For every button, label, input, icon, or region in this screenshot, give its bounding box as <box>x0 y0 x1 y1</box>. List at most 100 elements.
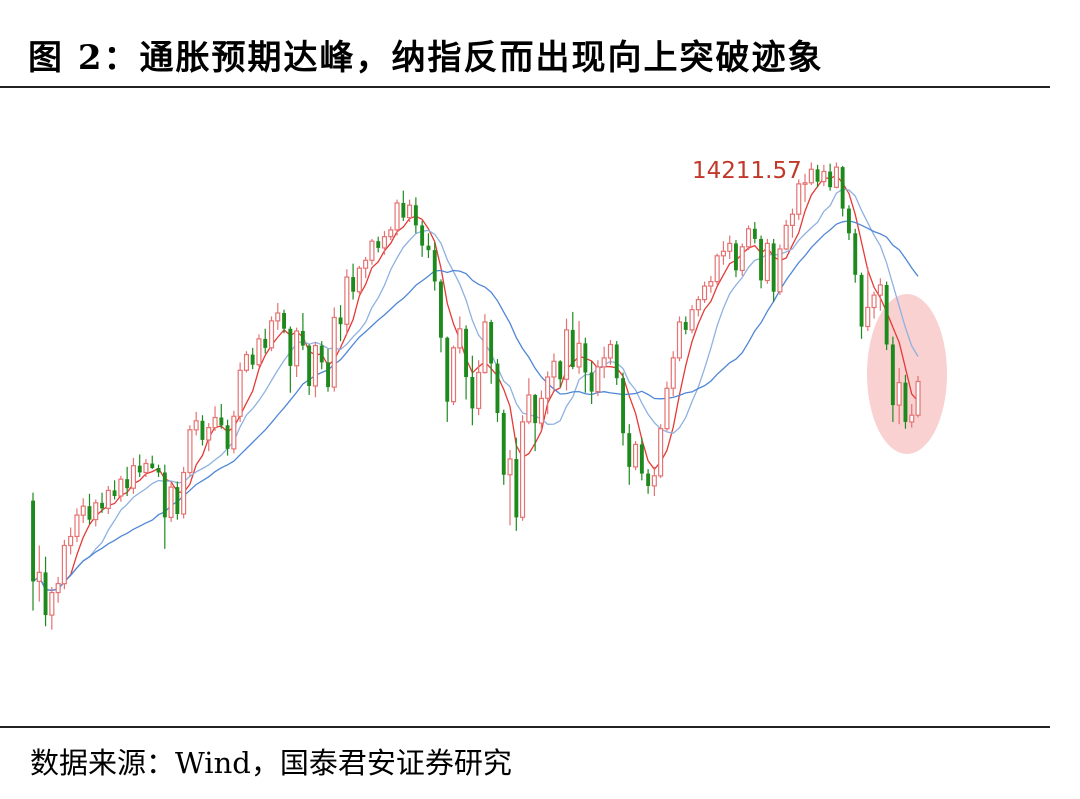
candle-body-up <box>212 416 218 429</box>
candle-body-up <box>363 259 369 269</box>
candle-body-up <box>61 544 67 585</box>
candle-body-up <box>796 183 802 215</box>
candle-body-up <box>294 330 300 367</box>
candle-body-down <box>570 329 575 367</box>
candle <box>859 272 864 339</box>
candle <box>420 220 425 257</box>
candle <box>457 316 463 354</box>
candle <box>595 360 601 397</box>
candle-body-up <box>783 224 789 250</box>
candle <box>495 359 500 422</box>
candle-body-up <box>764 242 770 282</box>
candle-body-up <box>181 471 187 515</box>
candle <box>538 390 545 430</box>
candle-body-down <box>288 328 293 366</box>
candle-body-up <box>664 387 670 430</box>
candle <box>476 360 482 416</box>
candle-body-down <box>752 228 757 239</box>
candle <box>576 320 582 374</box>
candle-body-down <box>759 238 763 281</box>
candle-body-up <box>130 465 137 489</box>
candle <box>162 464 167 549</box>
candle-body-down <box>420 225 425 246</box>
candle <box>294 327 300 378</box>
candle-body-down <box>413 205 418 226</box>
candle-body-down <box>847 208 851 234</box>
candle <box>470 355 475 426</box>
candle-body-up <box>545 376 551 399</box>
candle-body-up <box>519 421 526 518</box>
candle <box>607 339 614 365</box>
candle <box>344 269 350 335</box>
candle-body-up <box>356 267 362 293</box>
candle-body-up <box>369 240 375 261</box>
candle-body-up <box>595 366 601 393</box>
candle <box>100 492 104 513</box>
candle-body-up <box>36 571 42 583</box>
candle <box>551 353 557 391</box>
candle <box>789 208 796 238</box>
candle <box>193 411 199 436</box>
candle-body-up <box>714 255 720 283</box>
candle <box>727 235 733 260</box>
figure-title: 图 2：通胀预期达峰，纳指反而出现向上突破迹象 <box>28 38 824 78</box>
candle <box>181 466 187 519</box>
candle-body-down <box>351 277 356 292</box>
candle-body-down <box>771 243 776 292</box>
candle-body-up <box>451 347 457 403</box>
candle-body-down <box>282 313 286 329</box>
candle-body-down <box>621 378 625 434</box>
candle-body-up <box>727 242 733 252</box>
candle-body-up <box>651 475 657 487</box>
candle <box>80 498 86 524</box>
candle <box>877 278 883 311</box>
candle-body-up <box>482 321 488 374</box>
candle-body-up <box>676 321 683 359</box>
candle-body-down <box>426 245 431 251</box>
candle <box>231 410 237 454</box>
candle <box>43 556 48 627</box>
candle <box>300 313 305 351</box>
candle <box>903 374 908 429</box>
candle <box>482 314 488 374</box>
candle <box>840 165 845 217</box>
candle <box>156 464 161 477</box>
candle <box>426 233 431 259</box>
candle-body-down <box>125 479 130 489</box>
candle-body-down <box>514 459 519 518</box>
candle-body-up <box>105 489 111 509</box>
candle <box>137 454 142 477</box>
candle-body-up <box>563 329 570 380</box>
candle-body-down <box>583 343 588 373</box>
candle-body-up <box>476 371 482 410</box>
candle-body-down <box>589 372 594 392</box>
candle <box>865 266 871 331</box>
candle <box>150 455 155 470</box>
candle-body-up <box>168 486 174 519</box>
candle <box>288 326 293 393</box>
candle-body-up <box>601 357 607 368</box>
candle-body-down <box>376 241 381 248</box>
candle <box>175 481 180 520</box>
candle <box>187 425 193 476</box>
candle-body-up <box>526 394 532 423</box>
candle-body-down <box>100 502 104 509</box>
candle-body-up <box>877 284 883 296</box>
candle <box>206 423 212 452</box>
candle <box>915 375 921 418</box>
candle <box>68 527 74 555</box>
candle <box>307 344 312 395</box>
candle <box>331 307 337 392</box>
candle-body-down <box>489 322 494 364</box>
candle-body-up <box>55 582 61 594</box>
candle-body-down <box>470 377 475 409</box>
candle <box>909 403 915 428</box>
candle <box>847 205 851 241</box>
candle-body-up <box>789 213 796 226</box>
candle <box>583 337 588 393</box>
candle-body-up <box>381 236 388 249</box>
candle-body-down <box>464 328 468 378</box>
candle-body-down <box>31 500 35 582</box>
candle-body-down <box>307 345 312 386</box>
candle-body-down <box>890 344 895 406</box>
